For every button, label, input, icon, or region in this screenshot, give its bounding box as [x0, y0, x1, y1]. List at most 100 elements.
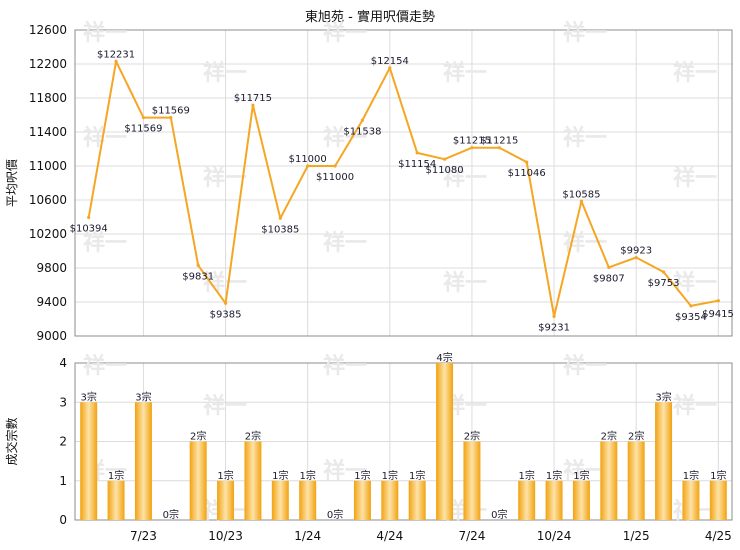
count-bar — [518, 480, 536, 520]
bar-data-label: 1宗 — [272, 469, 288, 482]
line-data-label: $11080 — [425, 165, 463, 176]
count-bar — [134, 402, 152, 520]
price-point — [360, 118, 365, 122]
count-bar — [682, 480, 700, 520]
price-line — [87, 60, 719, 318]
price-point — [87, 215, 91, 220]
watermark-text: 祥一 — [323, 353, 367, 379]
line-data-label: $11215 — [453, 136, 491, 147]
line-data-label: $9385 — [210, 309, 242, 320]
price-point — [607, 265, 611, 270]
count-bar — [655, 402, 673, 520]
plot-frame — [74, 29, 733, 337]
watermark-text: 祥一 — [203, 165, 247, 191]
y-tick-label: 11000 — [29, 159, 67, 173]
price-point — [169, 116, 173, 120]
y-tick-label: 10600 — [29, 193, 67, 207]
x-tick-label: 7/24 — [458, 529, 485, 543]
line-data-label: $11569 — [152, 106, 190, 117]
y-tick-label: 10200 — [29, 227, 67, 241]
price-point — [415, 151, 419, 155]
line-data-label: $9923 — [620, 246, 652, 257]
watermark-text: 祥一 — [563, 458, 607, 484]
watermark-text: 祥一 — [673, 60, 717, 86]
x-tick-label: 10/24 — [537, 529, 572, 543]
line-data-label: $11000 — [289, 154, 327, 165]
watermark-text: 祥一 — [673, 165, 717, 191]
x-tick-label: 1/24 — [294, 529, 321, 543]
price-point — [278, 216, 282, 220]
line-data-label: $12231 — [97, 49, 135, 60]
count-bar — [572, 480, 590, 520]
price-point — [634, 255, 638, 260]
bar-data-label: 1宗 — [354, 469, 370, 482]
price-point — [114, 59, 118, 63]
bar-data-label: 0宗 — [327, 508, 343, 521]
chart-title: 東旭苑 - 實用呎價走勢 — [305, 9, 435, 25]
price-point — [442, 157, 447, 161]
price-point — [251, 103, 255, 107]
line-data-label: $9807 — [593, 273, 625, 284]
line-data-label: $9831 — [182, 271, 214, 282]
bar-data-label: 2宗 — [190, 430, 206, 443]
y-tick-label: 4 — [59, 356, 67, 370]
price-point — [141, 116, 146, 120]
line-data-label: $9231 — [538, 322, 570, 333]
x-tick-label: 10/23 — [208, 529, 243, 543]
price-point — [716, 299, 720, 303]
bar-data-label: 1宗 — [519, 469, 535, 482]
plot-frame — [74, 362, 733, 521]
bar-data-label: 1宗 — [217, 469, 233, 482]
count-bar — [244, 441, 262, 520]
line-data-label: $11538 — [343, 126, 381, 137]
watermark-text: 祥一 — [83, 20, 127, 46]
watermark-text: 祥一 — [83, 230, 127, 256]
price-point — [497, 146, 501, 150]
watermark-text: 祥一 — [443, 60, 487, 86]
y-tick-label: 3 — [59, 395, 67, 409]
watermark-text: 祥一 — [323, 125, 367, 151]
y-tick-label: 9000 — [36, 329, 67, 343]
line-panel: 9000 9400 9800 10200 10600 11000 11400 11800 122… — [5, 20, 733, 343]
line-data-label: $11569 — [124, 124, 162, 135]
price-point — [525, 160, 529, 164]
x-tick-label: 4/24 — [376, 529, 403, 543]
price-point — [552, 314, 556, 318]
count-bar — [627, 441, 645, 520]
count-bar — [463, 441, 481, 520]
line-data-label: $11715 — [234, 93, 272, 104]
bar-panel: 01234成交宗數祥一祥一祥一祥一祥一祥一祥一祥一祥一祥一祥一祥一3宗1宗3宗0… — [4, 351, 733, 543]
y-tick-label: 1 — [59, 474, 67, 488]
bar-data-label: 1宗 — [683, 469, 699, 482]
watermark-text: 祥一 — [563, 20, 607, 46]
line-data-label: $11000 — [316, 172, 354, 183]
watermark-text: 祥一 — [563, 125, 607, 151]
bar-data-label: 1宗 — [409, 469, 425, 482]
x-tick-label: 7/23 — [130, 529, 157, 543]
y-tick-label: 11800 — [29, 91, 67, 105]
x-tick-label: 1/25 — [623, 529, 650, 543]
y-tick-label: 0 — [59, 513, 67, 527]
watermark-text: 祥一 — [323, 20, 367, 46]
line-data-label: $9753 — [648, 278, 680, 289]
bar-data-label: 1宗 — [710, 469, 726, 482]
count-bar — [408, 480, 426, 520]
line-data-label: $10394 — [70, 224, 108, 235]
count-bar — [80, 402, 98, 520]
bar-data-label: 1宗 — [108, 469, 124, 482]
line-data-label: $12154 — [371, 56, 409, 67]
bar-data-label: 1宗 — [546, 469, 562, 482]
y-tick-label: 12600 — [29, 23, 67, 37]
price-point — [689, 304, 693, 308]
count-bar — [107, 480, 125, 520]
watermark-text: 祥一 — [83, 353, 127, 379]
bar-data-label: 3宗 — [655, 390, 671, 403]
line-data-label: $10585 — [562, 189, 600, 200]
bar-data-label: 3宗 — [81, 390, 97, 403]
bar-data-label: 0宗 — [163, 508, 179, 521]
bar-data-label: 2宗 — [601, 430, 617, 443]
watermark-text: 祥一 — [443, 165, 487, 191]
watermark-text: 祥一 — [673, 393, 717, 419]
line-data-label: $11215 — [480, 136, 518, 147]
